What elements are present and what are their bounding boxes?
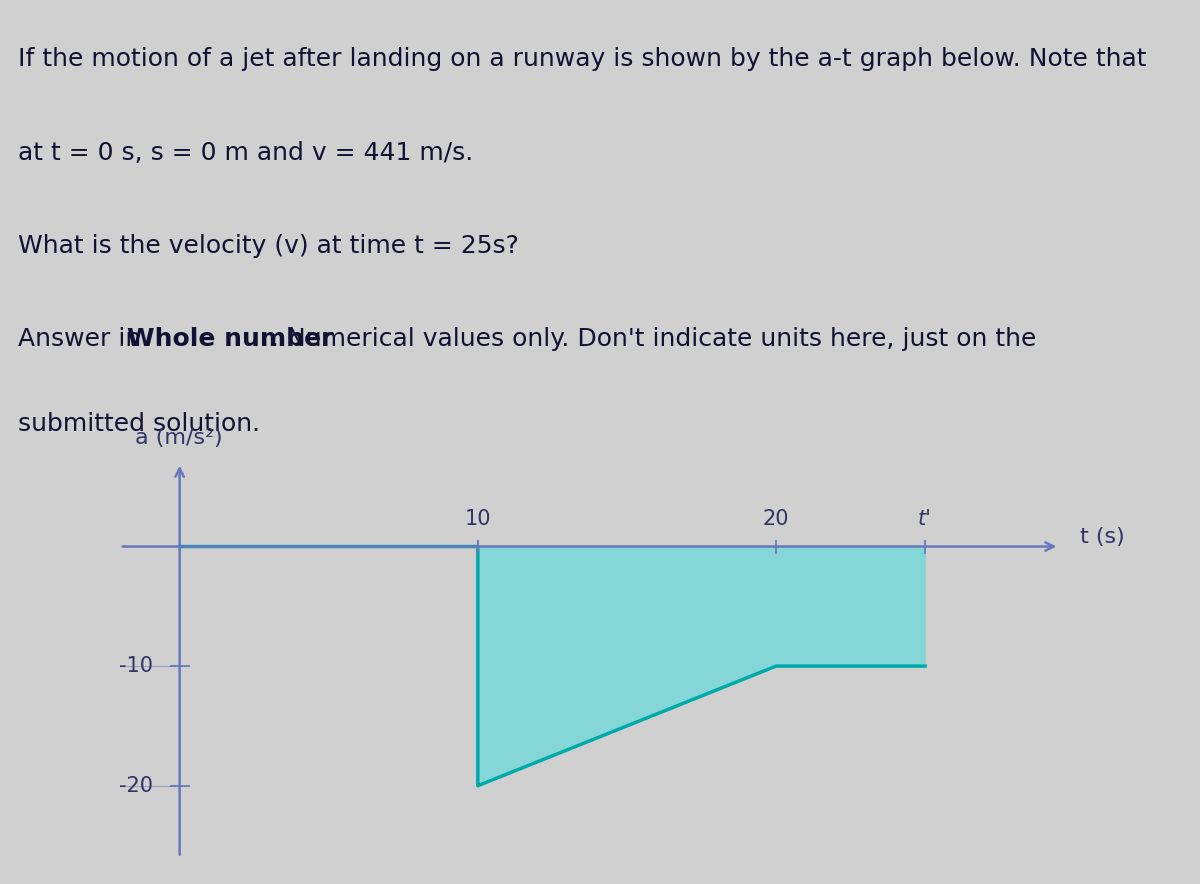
Text: submitted solution.: submitted solution. [18, 412, 260, 437]
Text: at t = 0 s, s = 0 m and v = 441 m/s.: at t = 0 s, s = 0 m and v = 441 m/s. [18, 141, 473, 164]
Text: Answer in: Answer in [18, 327, 149, 352]
Text: t': t' [918, 508, 932, 529]
Text: What is the velocity (v) at time t = 25s?: What is the velocity (v) at time t = 25s… [18, 234, 518, 258]
Text: Whole number: Whole number [127, 327, 334, 352]
Text: a (m/s²): a (m/s²) [134, 429, 222, 448]
Text: 20: 20 [763, 508, 790, 529]
Text: 10: 10 [464, 508, 491, 529]
Polygon shape [180, 546, 925, 786]
Text: t (s): t (s) [1080, 527, 1124, 547]
Text: -10: -10 [119, 656, 152, 676]
Text: -20: -20 [119, 776, 152, 796]
Text: . Numerical values only. Don't indicate units here, just on the: . Numerical values only. Don't indicate … [271, 327, 1036, 352]
Text: If the motion of a jet after landing on a runway is shown by the a-t graph below: If the motion of a jet after landing on … [18, 48, 1146, 72]
